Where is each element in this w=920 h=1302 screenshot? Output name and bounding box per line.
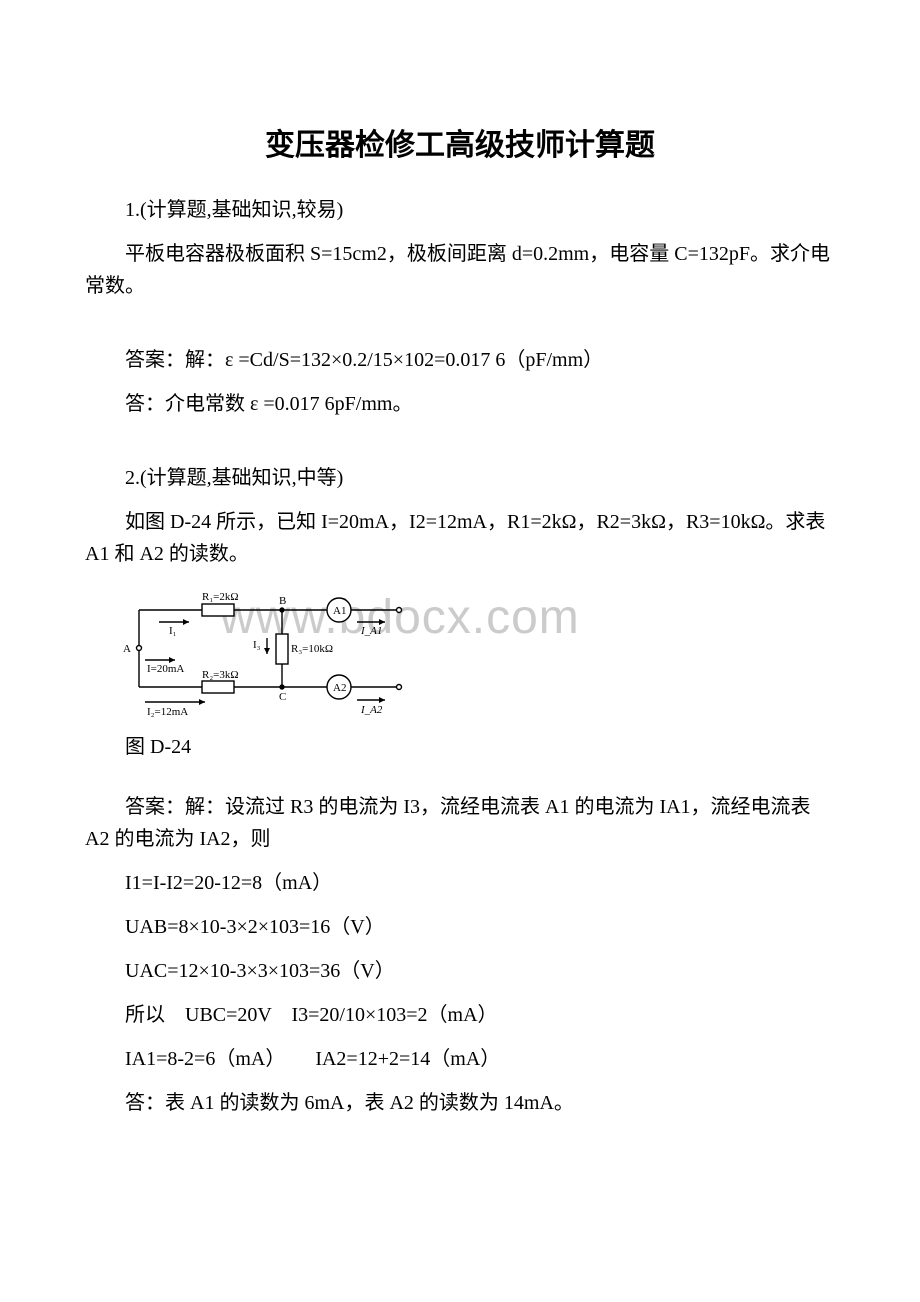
- fig-ia2-label: I_A2: [360, 704, 383, 716]
- fig-i3-label: I₃: [253, 639, 261, 651]
- q1-heading: 1.(计算题,基础知识,较易): [85, 194, 835, 226]
- fig-node-c: C: [279, 691, 286, 703]
- fig-node-a: A: [123, 643, 131, 655]
- q2-answer-intro: 答案：解：设流过 R3 的电流为 I3，流经电流表 A1 的电流为 IA1，流经…: [85, 791, 835, 855]
- q2-answer-l6: 答：表 A1 的读数为 6mA，表 A2 的读数为 14mA。: [85, 1087, 835, 1119]
- fig-node-b: B: [279, 595, 286, 607]
- fig-i1-label: I₁: [169, 625, 177, 637]
- circuit-diagram: A B C R₁=2kΩ R₂=3kΩ R₃=10kΩ A1 A2 I=20mA…: [117, 582, 835, 722]
- q1-answer-line1: 答案：解：ε =Cd/S=132×0.2/15×102=0.017 6（pF/m…: [85, 344, 835, 376]
- q1-body: 平板电容器极板面积 S=15cm2，极板间距离 d=0.2mm，电容量 C=13…: [85, 238, 835, 302]
- q2-heading: 2.(计算题,基础知识,中等): [85, 462, 835, 494]
- fig-a2-label: A2: [333, 682, 346, 694]
- fig-r2-label: R₂=3kΩ: [202, 669, 239, 681]
- q2-answer-l5: IA1=8-2=6（mA） IA2=12+2=14（mA）: [85, 1043, 835, 1075]
- fig-a1-label: A1: [333, 605, 346, 617]
- q2-answer-l2: UAB=8×10-3×2×103=16（V）: [85, 911, 835, 943]
- q2-answer-l4: 所以 UBC=20V I3=20/10×103=2（mA）: [85, 999, 835, 1031]
- q2-body: 如图 D-24 所示，已知 I=20mA，I2=12mA，R1=2kΩ，R2=3…: [85, 506, 835, 570]
- fig-ia1-label: I_A1: [360, 625, 382, 637]
- fig-r1-label: R₁=2kΩ: [202, 591, 239, 603]
- page-title: 变压器检修工高级技师计算题: [85, 120, 835, 164]
- q1-answer-line2: 答：介电常数 ε =0.017 6pF/mm。: [85, 388, 835, 420]
- fig-r3-label: R₃=10kΩ: [291, 643, 333, 655]
- fig-i2-label: I₂=12mA: [147, 706, 188, 718]
- q2-answer-l3: UAC=12×10-3×3×103=36（V）: [85, 955, 835, 987]
- fig-i-label: I=20mA: [147, 663, 184, 675]
- figure-caption: 图 D-24: [125, 730, 835, 759]
- q2-answer-l1: I1=I-I2=20-12=8（mA）: [85, 867, 835, 899]
